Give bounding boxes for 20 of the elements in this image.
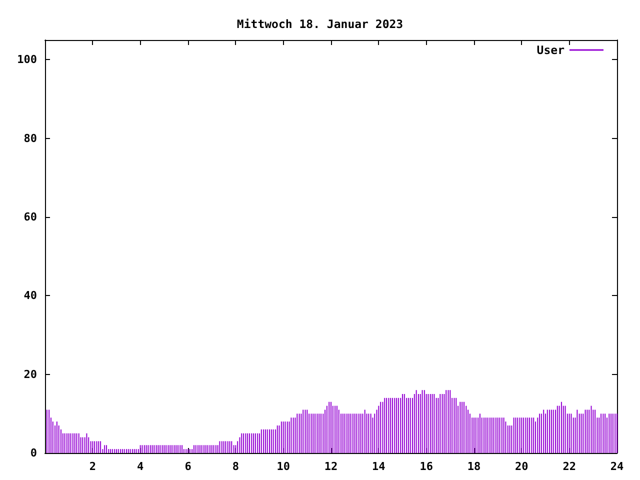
x-tick-label: 6: [184, 460, 192, 473]
x-tick-label: 22: [562, 460, 576, 473]
x-tick-label: 16: [420, 460, 434, 473]
x-tick-label: 12: [324, 460, 338, 473]
x-tick-label: 4: [137, 460, 144, 473]
y-tick-label: 80: [24, 132, 37, 145]
chart-title: Mittwoch 18. Januar 2023: [236, 17, 404, 31]
y-tick-label: 40: [24, 289, 37, 302]
y-tick-label: 100: [17, 53, 37, 66]
x-tick-label: 2: [89, 460, 96, 473]
x-tick-label: 20: [515, 460, 528, 473]
y-tick-label: 0: [30, 446, 37, 460]
x-tick-label: 18: [467, 460, 481, 473]
text: User: [536, 43, 565, 57]
x-tick-label: 8: [232, 460, 239, 473]
y-tick-label: 60: [24, 210, 37, 224]
x-tick-label: 14: [372, 460, 386, 473]
y-tick-label: 20: [24, 368, 37, 381]
x-tick-label: 24: [610, 460, 624, 473]
x-tick-label: 10: [276, 460, 290, 473]
